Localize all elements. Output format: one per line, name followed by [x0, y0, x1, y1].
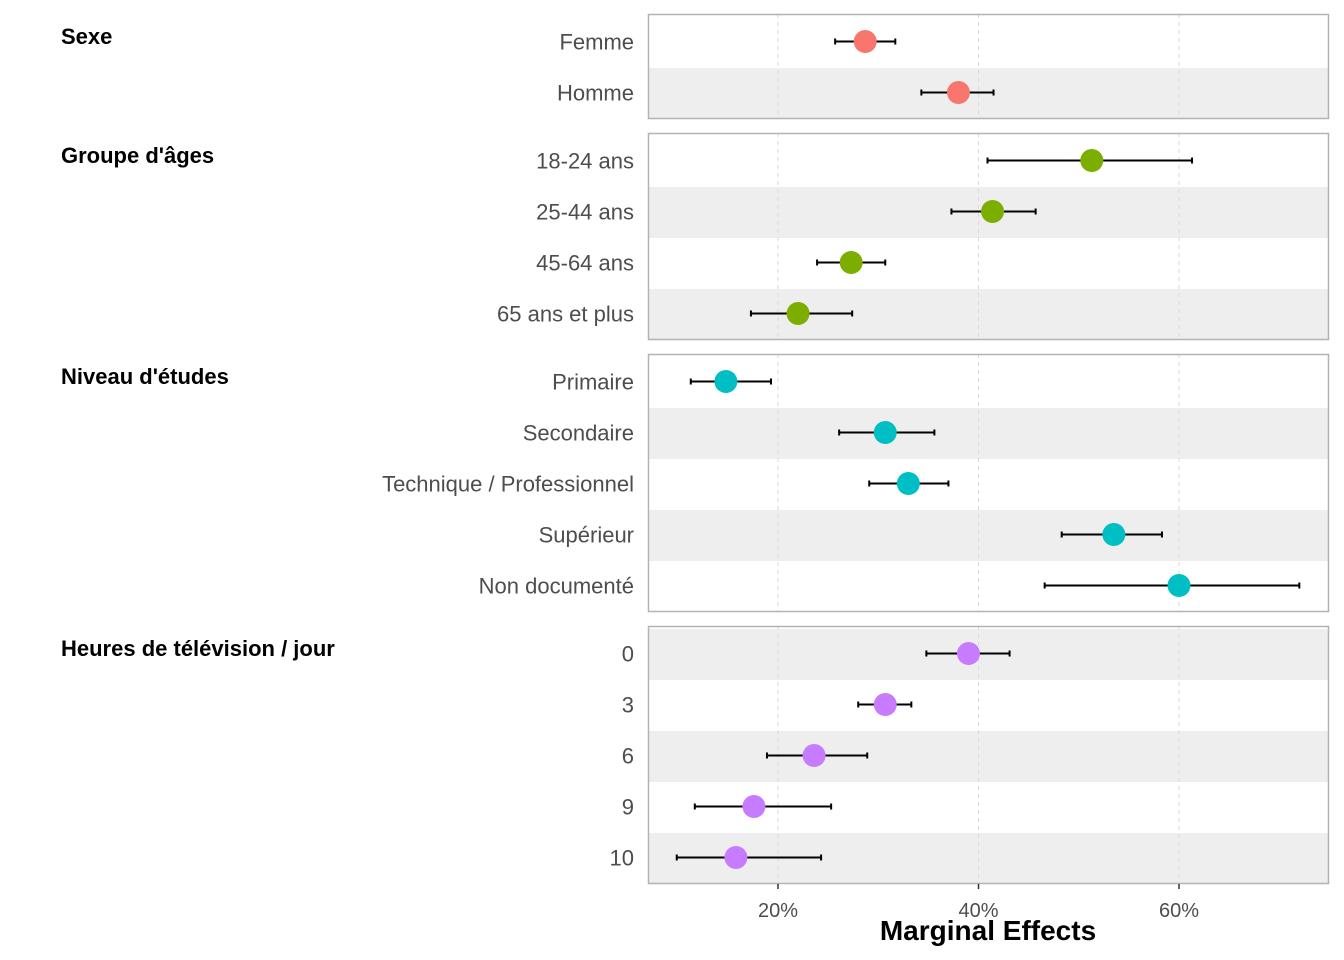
facet-panels: Sexe Femme Homme Groupe d'âges 18-24 ans 25-4…	[61, 13, 1330, 885]
row-band	[648, 680, 1329, 731]
estimate-point	[714, 370, 738, 393]
row-band	[648, 408, 1329, 459]
panel-border	[647, 132, 1330, 341]
category-label: 9	[622, 795, 634, 820]
facet-panel: Heures de télévision / jour 0 3 6 9 10	[61, 625, 1330, 885]
estimate-point	[1167, 574, 1191, 597]
panel-border	[647, 13, 1330, 120]
category-label: 0	[622, 642, 634, 667]
estimate-point	[802, 744, 826, 767]
facet-panel: Groupe d'âges 18-24 ans 25-44 ans 45-64 ans…	[61, 132, 1330, 341]
panel-border	[647, 353, 1330, 613]
estimate-point	[1080, 149, 1104, 172]
category-label: Supérieur	[539, 523, 634, 548]
category-label: 3	[622, 693, 634, 718]
x-axis: 20% 40% 60%	[758, 884, 1199, 922]
estimate-point	[873, 693, 897, 716]
estimate-point	[1102, 523, 1126, 546]
estimate-point	[742, 795, 766, 818]
facet-panel: Niveau d'études Primaire Secondaire Techniq…	[61, 353, 1330, 613]
category-label: Secondaire	[523, 421, 634, 446]
group-label: Niveau d'études	[61, 364, 229, 389]
category-label: 25-44 ans	[536, 200, 634, 225]
category-label: 45-64 ans	[536, 251, 634, 276]
category-label: Homme	[557, 81, 634, 106]
category-label: Technique / Professionnel	[382, 472, 634, 497]
estimate-point	[956, 642, 980, 665]
group-label: Heures de télévision / jour	[61, 636, 335, 661]
estimate-point	[896, 472, 920, 495]
row-band	[648, 17, 1329, 68]
estimate-point	[981, 200, 1005, 223]
estimate-point	[853, 30, 877, 53]
estimate-point	[946, 81, 970, 104]
estimate-point	[724, 846, 748, 869]
group-label: Sexe	[61, 24, 112, 49]
x-tick-label: 60%	[1159, 900, 1199, 922]
row-band	[648, 731, 1329, 782]
row-band	[648, 510, 1329, 561]
estimate-point	[839, 251, 863, 274]
row-band	[648, 238, 1329, 289]
category-label: 18-24 ans	[536, 149, 634, 174]
category-label: Non documenté	[479, 574, 634, 599]
x-axis-title: Marginal Effects	[880, 915, 1096, 946]
category-label: 65 ans et plus	[497, 302, 634, 327]
estimate-point	[786, 302, 810, 325]
category-label: 6	[622, 744, 634, 769]
x-tick-label: 40%	[958, 900, 998, 922]
row-band	[648, 459, 1329, 510]
group-label: Groupe d'âges	[61, 143, 214, 168]
category-label: Femme	[559, 30, 634, 55]
estimate-point	[873, 421, 897, 444]
facet-panel: Sexe Femme Homme	[61, 13, 1330, 120]
category-label: 10	[610, 846, 634, 871]
panel-border	[647, 625, 1330, 885]
category-label: Primaire	[552, 370, 634, 395]
x-tick-label: 20%	[758, 900, 798, 922]
